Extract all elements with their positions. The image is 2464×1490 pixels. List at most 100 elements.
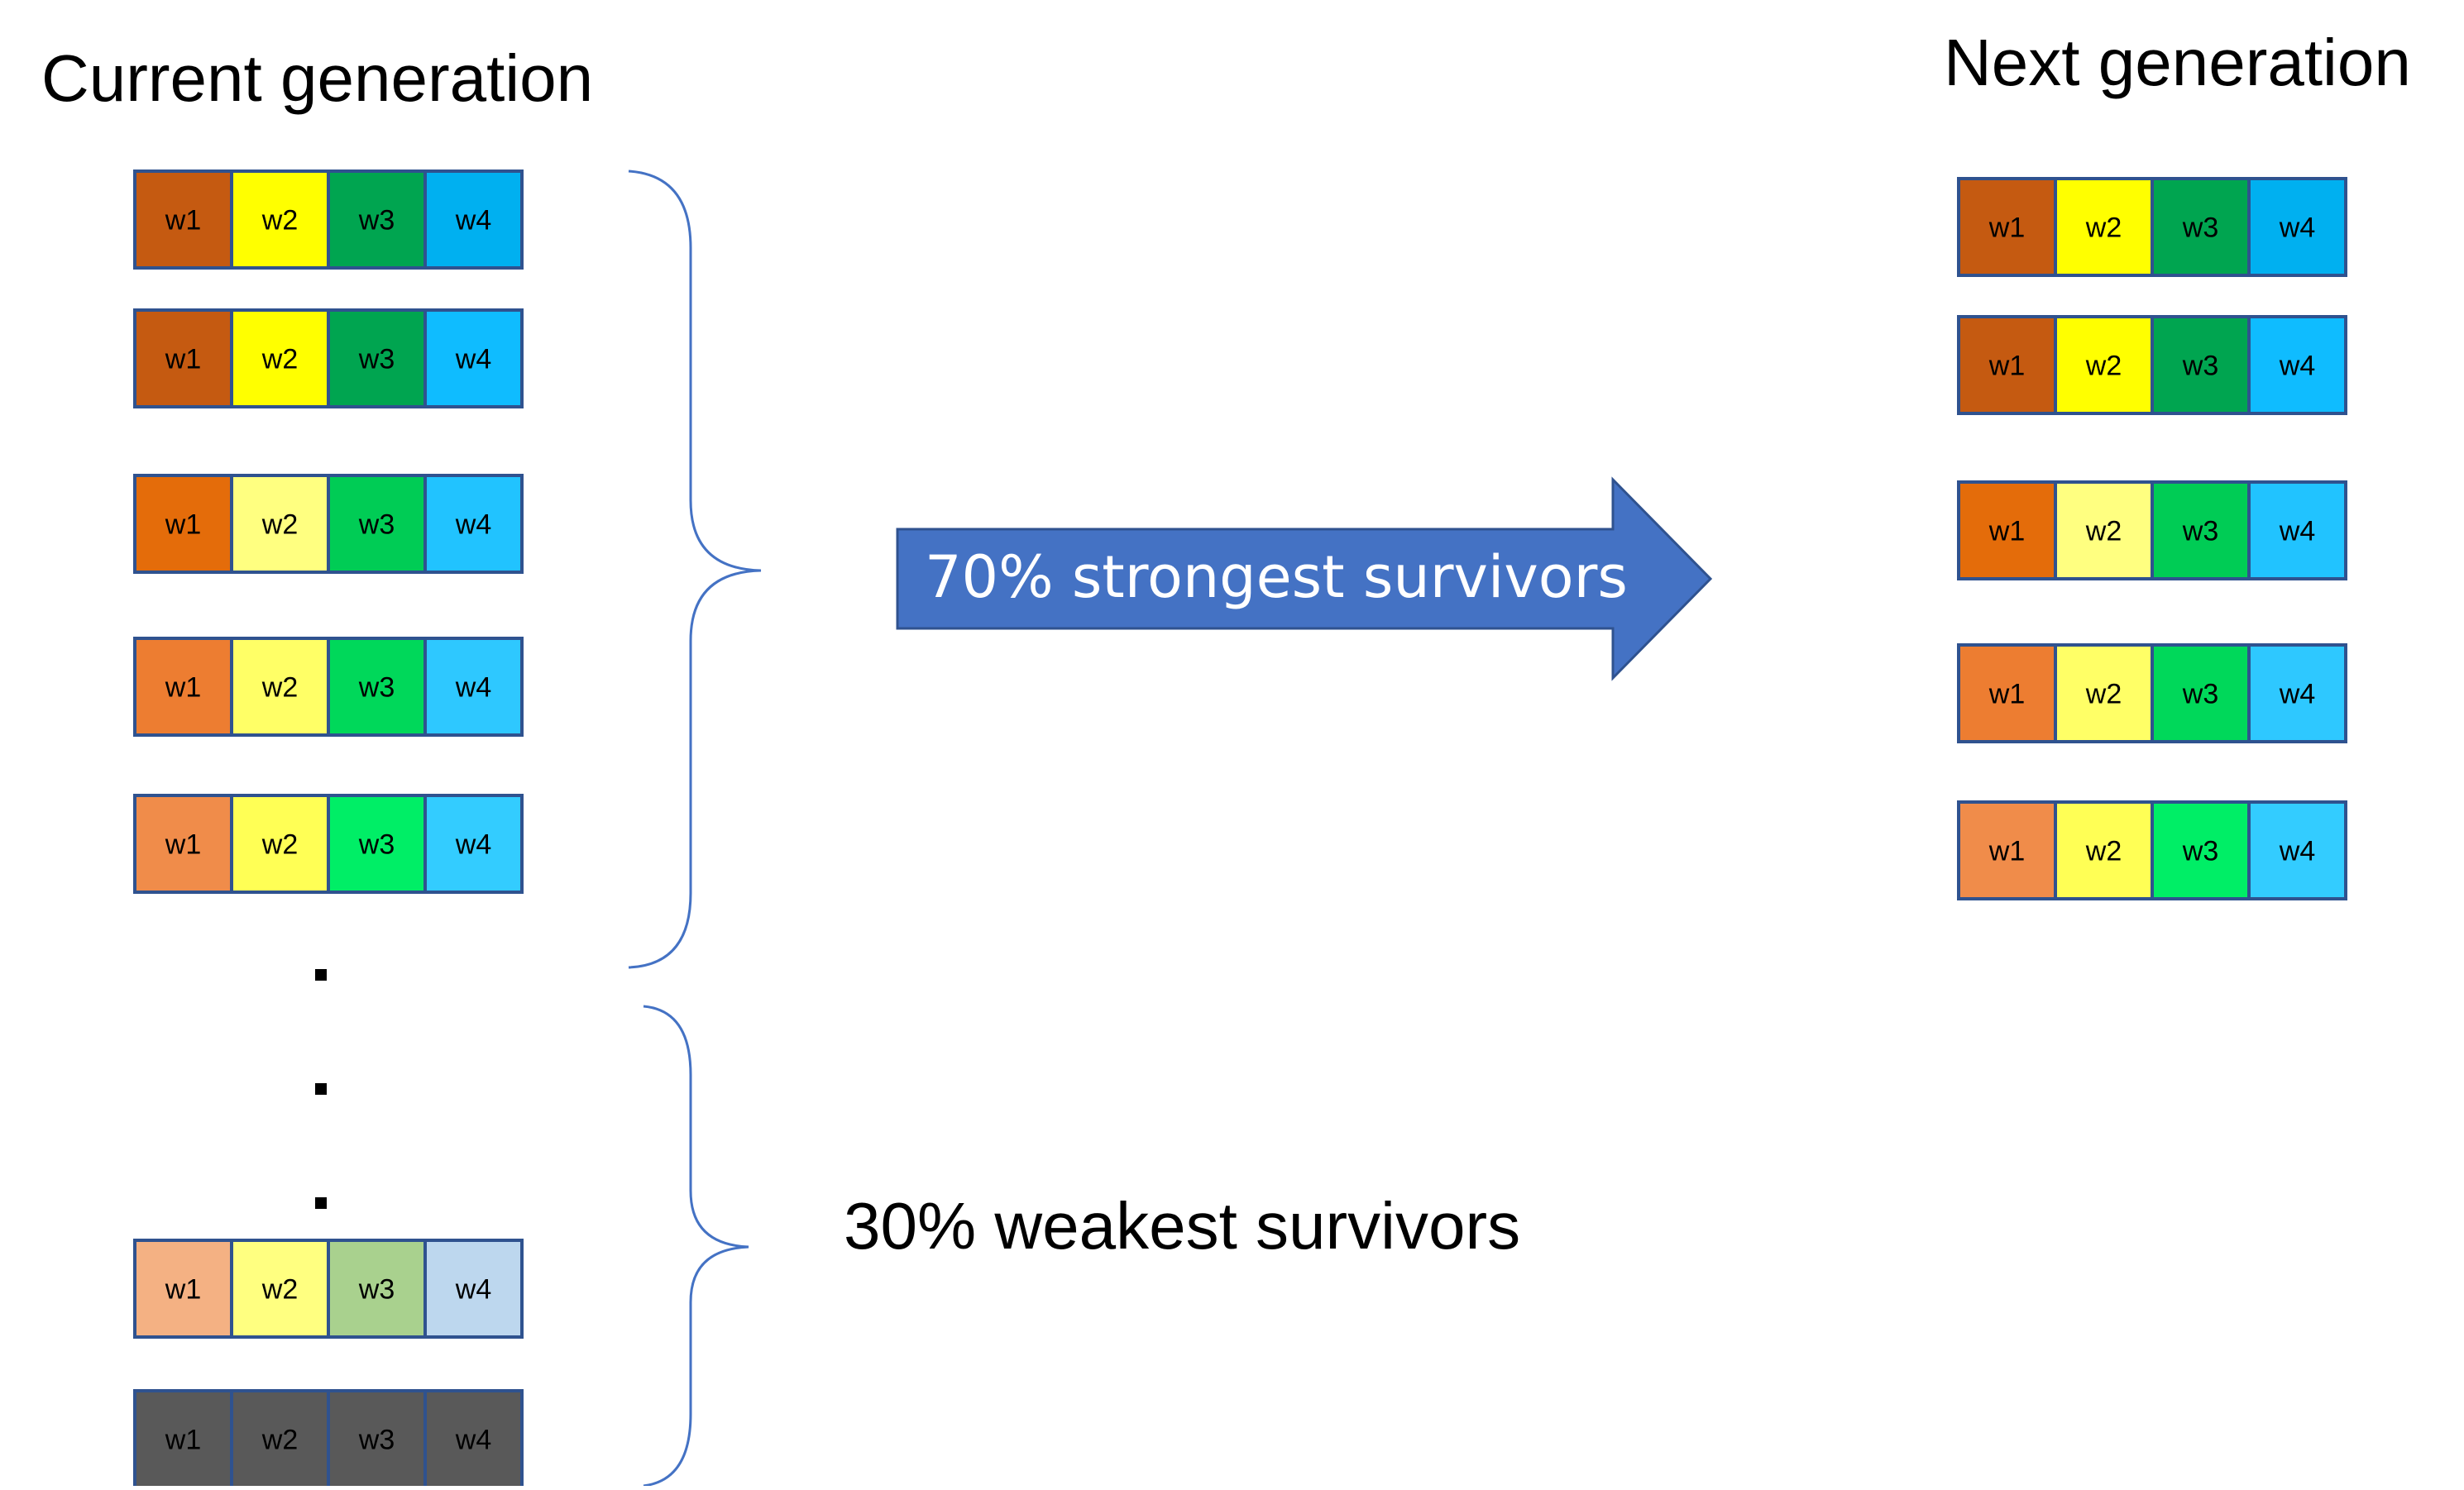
gene-cell — [133, 170, 233, 270]
gene-label: w1 — [165, 829, 201, 861]
gene-label: w4 — [455, 509, 491, 541]
gene-cell — [327, 1239, 427, 1339]
current-chromosome-row: w1 w2 w3 w4 — [133, 474, 524, 574]
ellipsis-dot — [315, 1197, 327, 1209]
gene-cell — [2151, 800, 2251, 900]
gene-label: w1 — [165, 205, 201, 236]
gene-label: w1 — [165, 1274, 201, 1306]
gene-label: w3 — [358, 1274, 395, 1306]
gene-label: w4 — [2279, 836, 2315, 867]
gene-cell — [1957, 480, 2057, 580]
gene-label: w1 — [165, 344, 201, 375]
gene-cell — [423, 170, 524, 270]
gene-cell — [1957, 800, 2057, 900]
gene-label: w4 — [455, 1425, 491, 1456]
gene-cell — [2247, 315, 2347, 415]
ellipsis-dot — [315, 1083, 327, 1095]
gene-cell — [133, 308, 233, 408]
current-chromosome-row: w1 w2 w3 w4 — [133, 637, 524, 737]
gene-label: w4 — [2279, 213, 2315, 244]
gene-label: w2 — [261, 344, 298, 375]
ellipsis-dot — [315, 969, 327, 981]
gene-label: w2 — [261, 829, 298, 861]
gene-label: w3 — [358, 509, 395, 541]
gene-cell — [327, 308, 427, 408]
gene-cell — [230, 637, 330, 737]
gene-cell — [2151, 177, 2251, 277]
gene-label: w1 — [1988, 679, 2025, 710]
gene-cell — [423, 637, 524, 737]
gene-label: w3 — [2182, 516, 2218, 547]
gene-label: w3 — [358, 672, 395, 704]
gene-cell — [2247, 800, 2347, 900]
gene-label: w2 — [2085, 679, 2122, 710]
current-chromosome-row: w1 w2 w3 w4 — [133, 170, 524, 270]
gene-label: w2 — [261, 1425, 298, 1456]
gene-label: w4 — [455, 344, 491, 375]
gene-cell — [423, 474, 524, 574]
gene-label: w3 — [2182, 836, 2218, 867]
current-chromosome-row: w1 w2 w3 w4 — [133, 794, 524, 894]
next-chromosome-row: w1 w2 w3 w4 — [1957, 480, 2347, 580]
gene-label: w3 — [2182, 351, 2218, 382]
gene-label: w2 — [2085, 213, 2122, 244]
current-chromosome-row: w1 w2 w3 w4 — [133, 1389, 524, 1489]
next-chromosome-row: w1 w2 w3 w4 — [1957, 177, 2347, 277]
gene-cell — [423, 794, 524, 894]
gene-label: w3 — [358, 1425, 395, 1456]
gene-label: w3 — [358, 829, 395, 861]
gene-label: w4 — [455, 829, 491, 861]
weakest-group-brace — [643, 1005, 749, 1488]
gene-cell — [230, 170, 330, 270]
weakest-survivors-label: 30% weakest survivors — [844, 1189, 1520, 1263]
gene-cell — [2247, 480, 2347, 580]
gene-label: w2 — [2085, 836, 2122, 867]
gene-label: w2 — [2085, 351, 2122, 382]
gene-cell — [230, 308, 330, 408]
gene-label: w2 — [261, 205, 298, 236]
gene-cell — [133, 637, 233, 737]
next-chromosome-row: w1 w2 w3 w4 — [1957, 643, 2347, 743]
gene-label: w2 — [261, 1274, 298, 1306]
gene-label: w1 — [165, 672, 201, 704]
current-chromosome-row: w1 w2 w3 w4 — [133, 1239, 524, 1339]
gene-label: w4 — [2279, 351, 2315, 382]
gene-label: w1 — [1988, 516, 2025, 547]
gene-label: w2 — [261, 672, 298, 704]
gene-label: w3 — [2182, 213, 2218, 244]
gene-cell — [327, 794, 427, 894]
strongest-group-brace — [628, 170, 762, 969]
current-chromosome-row: w1 w2 w3 w4 — [133, 308, 524, 408]
gene-cell — [423, 308, 524, 408]
gene-cell — [2054, 315, 2154, 415]
gene-cell — [2151, 315, 2251, 415]
gene-label: w2 — [261, 509, 298, 541]
gene-cell — [423, 1239, 524, 1339]
gene-label: w4 — [2279, 516, 2315, 547]
gene-label: w4 — [455, 205, 491, 236]
gene-cell — [327, 170, 427, 270]
gene-label: w4 — [2279, 679, 2315, 710]
gene-cell — [1957, 177, 2057, 277]
gene-cell — [2247, 643, 2347, 743]
gene-label: w1 — [1988, 836, 2025, 867]
next-generation-title: Next generation — [1944, 26, 2411, 99]
gene-cell — [133, 794, 233, 894]
gene-label: w1 — [165, 509, 201, 541]
gene-cell — [2054, 480, 2154, 580]
next-generation-chromosomes: w1 w2 w3 w4 w1 w2 w3 w4 w1 w2 w3 w4 w1 w2 w3 w4 w1 w2 w3 w4 — [1957, 177, 2347, 900]
gene-label: w3 — [358, 205, 395, 236]
gene-cell — [2247, 177, 2347, 277]
gene-cell — [327, 1389, 427, 1489]
gene-label: w2 — [2085, 516, 2122, 547]
gene-cell — [133, 1239, 233, 1339]
gene-cell — [230, 474, 330, 574]
gene-cell — [2054, 643, 2154, 743]
next-chromosome-row: w1 w2 w3 w4 — [1957, 315, 2347, 415]
gene-label: w3 — [2182, 679, 2218, 710]
current-generation-title: Current generation — [41, 41, 593, 115]
strongest-survivors-label: 70% strongest survivors — [925, 543, 1628, 611]
gene-label: w4 — [455, 1274, 491, 1306]
